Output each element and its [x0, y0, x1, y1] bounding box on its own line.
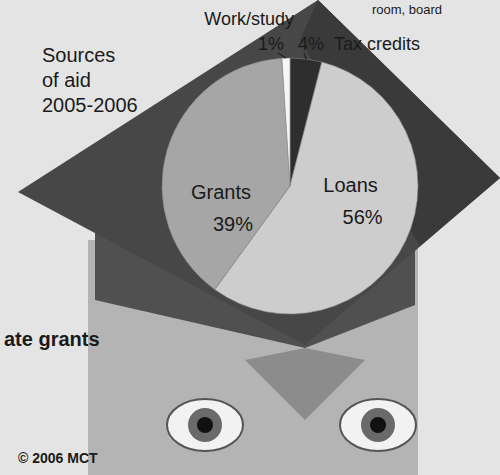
slice-label: Work/study: [204, 9, 294, 29]
pupil: [197, 417, 213, 433]
slice-label: Tax credits: [334, 34, 420, 54]
iris: [361, 408, 395, 442]
chart: 4% Tax credits Loans 56% Grants 39% 1% Work/stu…: [0, 0, 500, 475]
cap-board: [18, 0, 500, 345]
pie: [162, 58, 418, 314]
slice-label: Loans: [323, 174, 378, 196]
pie-slice: [162, 58, 290, 289]
eye: [340, 399, 416, 451]
pie-slice: [282, 58, 290, 186]
pupil: [370, 417, 386, 433]
title: Sourcesof aid2005-2006: [42, 44, 138, 116]
annotation: © 2006 MCT: [18, 450, 98, 466]
data-label: 1%: [258, 34, 284, 54]
iris: [188, 408, 222, 442]
slice-label: Grants: [191, 181, 251, 203]
annotation: room, board: [372, 2, 442, 17]
annotation: ate grants: [4, 328, 100, 350]
illustration: [18, 0, 500, 475]
data-label: 39%: [213, 213, 253, 235]
labels: 4% Tax credits Loans 56% Grants 39% 1% Work/stu…: [4, 2, 442, 466]
eye: [167, 399, 243, 451]
data-label: 4%: [298, 34, 324, 54]
data-label: 56%: [343, 206, 383, 228]
